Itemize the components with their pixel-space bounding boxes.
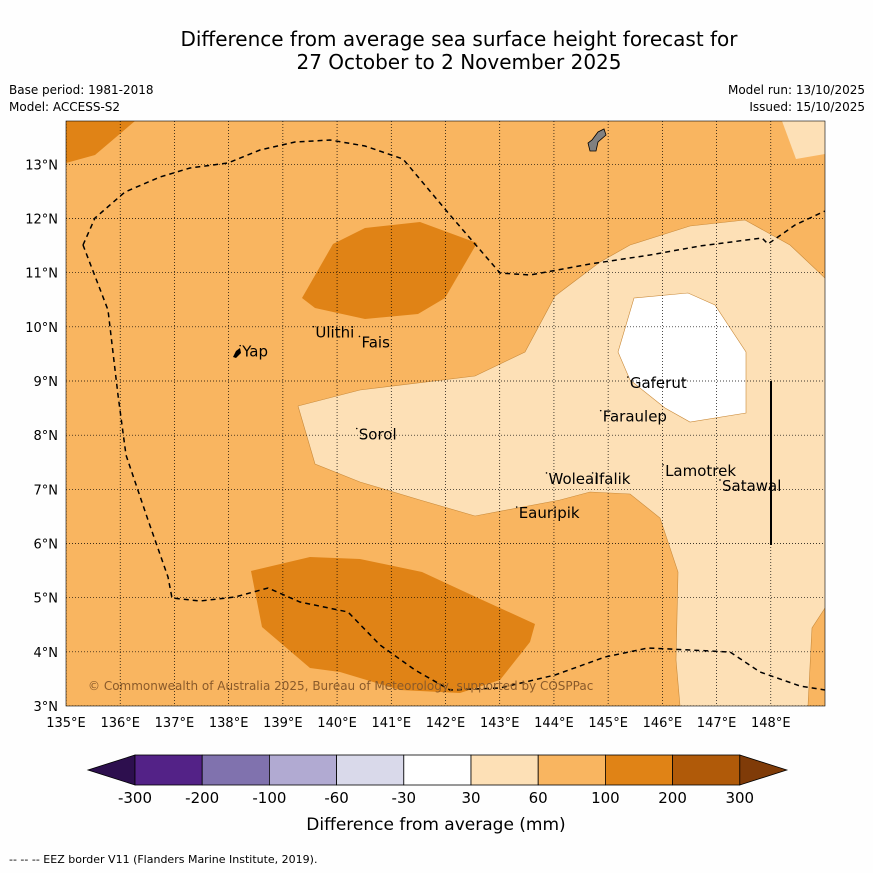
longitude-tick-label: 138°E (209, 716, 249, 731)
model-name: Model: ACCESS-S2 (9, 100, 121, 114)
yap-island (233, 348, 241, 358)
map-frame (65, 120, 826, 707)
latitude-tick-label: 5°N (34, 592, 59, 607)
graticule (66, 121, 825, 706)
colorbar-title: Difference from average (mm) (306, 815, 565, 835)
latitude-tick-label: 7°N (34, 483, 59, 498)
eez-footnote: -- -- -- EEZ border V11 (Flanders Marine… (9, 853, 318, 866)
place-marker (355, 427, 358, 430)
region-neutral (618, 293, 746, 422)
longitude-tick-label: 145°E (588, 716, 628, 731)
place-label: Faraulep (603, 408, 667, 426)
colorbar-segment (537, 754, 606, 786)
latitude-tick-label: 9°N (34, 375, 59, 390)
longitude-tick-label: 141°E (372, 716, 412, 731)
place-labels: Yap Ulithi Fais Gaferut Faraulep Sorol Lamotre… (239, 324, 781, 522)
guam-island (587, 128, 607, 152)
eez-boundary-west (82, 244, 825, 691)
colorbar-extend-high (739, 754, 789, 786)
colorbar-tick-label: 200 (658, 789, 687, 807)
colorbar-segment (201, 754, 270, 786)
place-marker (719, 479, 721, 481)
latitude-tick-label: 4°N (34, 646, 59, 661)
colorbar-tick-label: 300 (725, 789, 754, 807)
colorbar-tick-label: -300 (118, 789, 152, 807)
title-line-1: Difference from average sea surface heig… (180, 27, 738, 51)
colorbar-segment (403, 754, 472, 786)
longitude-tick-label: 144°E (534, 716, 574, 731)
colorbar: -300 -200 -100 -60 -30 30 60 100 200 300 (86, 754, 789, 807)
region-30-60-ne (782, 121, 825, 159)
place-label: Fais (361, 333, 390, 351)
colorbar-extend-low (86, 754, 136, 786)
place-label: Yap (241, 343, 268, 361)
colorbar-tick-label: -200 (185, 789, 219, 807)
region-100-200-nw (66, 121, 135, 163)
latitude-tick-label: 10°N (25, 321, 58, 336)
place-label: Ulithi (315, 324, 354, 342)
latitude-tick-label: 11°N (25, 267, 58, 282)
colorbar-segment (605, 754, 674, 786)
meta-right: Model run: 13/10/2025 Issued: 15/10/2025 (728, 82, 865, 116)
place-label: Lamotrek (665, 462, 736, 480)
place-label: Eauripik (519, 504, 580, 522)
place-marker (358, 335, 361, 338)
colorbar-segment (336, 754, 405, 786)
longitude-tick-label: 135°E (46, 716, 86, 731)
place-marker (312, 325, 315, 328)
latitude-tick-label: 3°N (34, 700, 59, 715)
longitude-tick-label: 147°E (697, 716, 737, 731)
place-label: Gaferut (630, 374, 687, 392)
longitude-tick-label: 148°E (751, 716, 791, 731)
longitude-tick-label: 139°E (263, 716, 303, 731)
colorbar-segment (268, 754, 337, 786)
colorbar-segment (134, 754, 203, 786)
colorbar-tick-label: 30 (461, 789, 480, 807)
place-label: Satawal (722, 477, 781, 495)
latitude-tick-label: 12°N (25, 213, 58, 228)
colorbar-segment (672, 754, 741, 786)
place-marker (545, 472, 548, 474)
colorbar-tick-label: -100 (252, 789, 286, 807)
copyright-text: © Commonwealth of Australia 2025, Bureau… (88, 679, 593, 693)
place-label: Sorol (359, 426, 397, 444)
place-marker (599, 409, 602, 412)
longitude-tick-label: 137°E (155, 716, 195, 731)
place-label: Woleai (549, 470, 599, 488)
place-marker (515, 506, 518, 508)
longitude-ticks: 135°E 136°E 137°E 138°E 139°E 140°E 141°E 142°E… (46, 716, 790, 731)
longitude-tick-label: 146°E (643, 716, 683, 731)
map-area: Yap Ulithi Fais Gaferut Faraulep Sorol Lamotre… (66, 121, 825, 706)
latitude-tick-label: 6°N (34, 538, 59, 553)
place-marker (239, 344, 241, 347)
colorbar-tick-label: -60 (324, 789, 349, 807)
colorbar-tick-label: -30 (392, 789, 417, 807)
eez-boundary (82, 139, 825, 276)
latitude-tick-label: 8°N (34, 429, 59, 444)
base-period: Base period: 1981-2018 (9, 83, 154, 97)
place-marker (627, 376, 629, 378)
longitude-tick-label: 143°E (480, 716, 520, 731)
model-run: Model run: 13/10/2025 (727, 83, 865, 97)
colorbar-tick-label: 100 (591, 789, 620, 807)
title-line-2: 27 October to 2 November 2025 (296, 50, 622, 74)
colorbar-segment (470, 754, 539, 786)
meta-left: Base period: 1981-2018 Model: ACCESS-S2 (9, 82, 154, 116)
place-marker (662, 463, 664, 466)
latitude-ticks: 3°N 4°N 5°N 6°N 7°N 8°N 9°N 10°N 11°N 12°N 13°N (25, 158, 58, 715)
place-label: Ifalik (595, 470, 631, 488)
chart-title: Difference from average sea surface heig… (0, 28, 873, 74)
contour-lines (297, 219, 825, 706)
longitude-tick-label: 136°E (100, 716, 140, 731)
longitude-tick-label: 140°E (317, 716, 357, 731)
colorbar-tick-label: 60 (529, 789, 548, 807)
region-100-200-north (302, 222, 477, 319)
place-marker (591, 472, 594, 474)
region-100-200-south (251, 557, 535, 693)
longitude-tick-label: 142°E (426, 716, 466, 731)
issued-date: Issued: 15/10/2025 (749, 100, 865, 114)
latitude-tick-label: 13°N (25, 158, 58, 173)
